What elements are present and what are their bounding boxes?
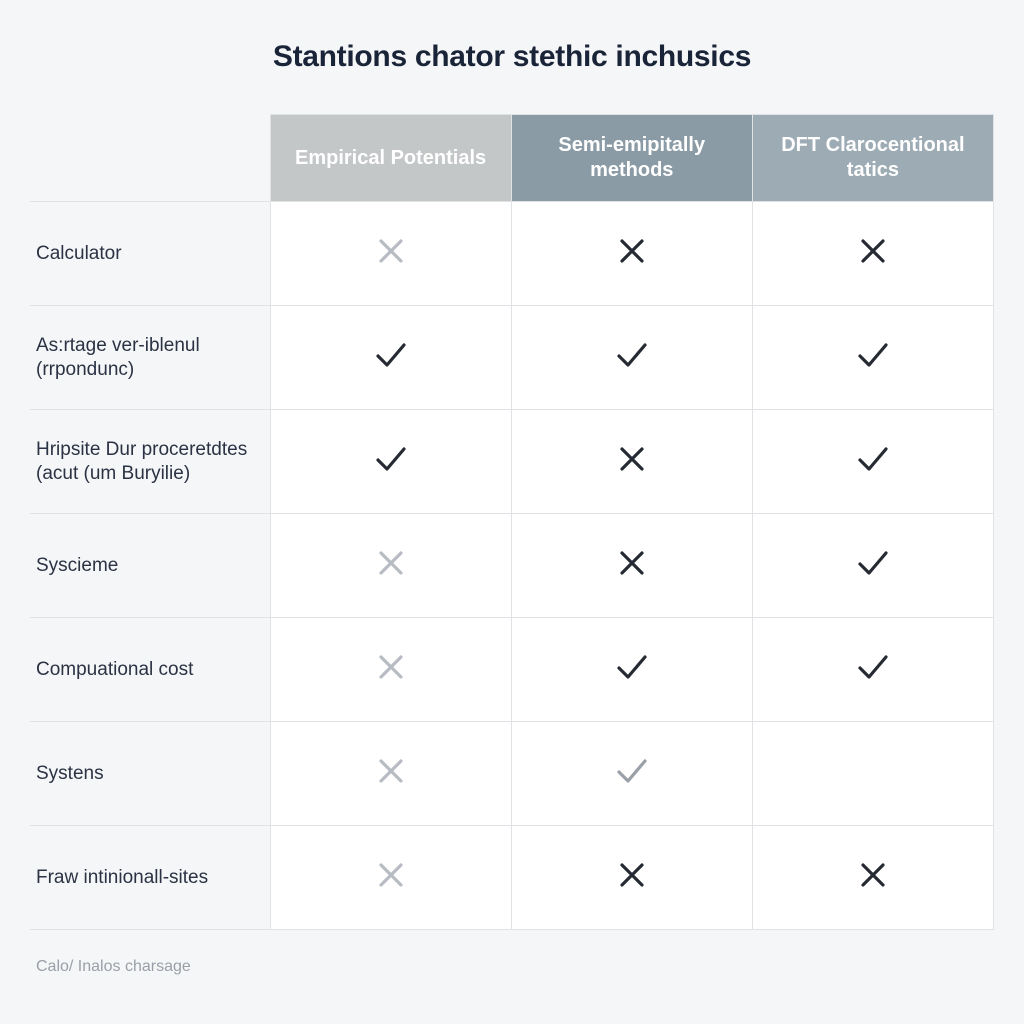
table-cell — [752, 306, 993, 410]
column-header: DFT Clarocentional tatics — [752, 115, 993, 202]
table-cell — [270, 202, 511, 306]
row-label: Hripsite Dur proceretdtes (acut (um Bury… — [30, 410, 270, 514]
check-icon — [615, 650, 649, 684]
table-cell — [270, 618, 511, 722]
comparison-table: Empirical PotentialsSemi-emipitally meth… — [30, 114, 994, 930]
cross-icon — [374, 650, 408, 684]
cross-icon — [615, 442, 649, 476]
table-row: As:rtage ver-iblenul (rrpondunc) — [30, 306, 994, 410]
table-body: CalculatorAs:rtage ver-iblenul (rrpondun… — [30, 202, 994, 930]
cross-icon — [615, 234, 649, 268]
table-row: Syscieme — [30, 514, 994, 618]
column-header: Semi-emipitally methods — [511, 115, 752, 202]
table-cell — [511, 306, 752, 410]
table-cell — [752, 618, 993, 722]
row-label: Syscieme — [30, 514, 270, 618]
row-label: Systens — [30, 722, 270, 826]
check-icon — [856, 442, 890, 476]
table-cell — [752, 202, 993, 306]
page-title: Stantions chator stethic inchusics — [30, 40, 994, 74]
cross-icon — [856, 234, 890, 268]
cross-icon — [856, 858, 890, 892]
table-cell — [270, 306, 511, 410]
table-cell — [270, 410, 511, 514]
table-row: Systens — [30, 722, 994, 826]
row-label: Calculator — [30, 202, 270, 306]
table-cell — [752, 514, 993, 618]
cross-icon — [615, 858, 649, 892]
table-row: Compuational cost — [30, 618, 994, 722]
cross-icon — [374, 858, 408, 892]
table-cell — [752, 826, 993, 930]
row-label: As:rtage ver-iblenul (rrpondunc) — [30, 306, 270, 410]
check-icon — [374, 338, 408, 372]
cross-icon — [374, 234, 408, 268]
table-cell — [752, 410, 993, 514]
table-cell — [511, 722, 752, 826]
check-icon — [615, 338, 649, 372]
table-cell — [270, 514, 511, 618]
table-cell — [270, 826, 511, 930]
cross-icon — [374, 754, 408, 788]
table-cell — [270, 722, 511, 826]
check-icon — [856, 650, 890, 684]
table-cell — [511, 826, 752, 930]
cross-icon — [615, 546, 649, 580]
check-icon — [374, 442, 408, 476]
table-cell — [511, 410, 752, 514]
table-cell — [511, 202, 752, 306]
table-row: Calculator — [30, 202, 994, 306]
table-row: Hripsite Dur proceretdtes (acut (um Bury… — [30, 410, 994, 514]
check-icon — [615, 754, 649, 788]
table-cell — [511, 514, 752, 618]
row-label: Fraw intinionall-sites — [30, 826, 270, 930]
row-label: Compuational cost — [30, 618, 270, 722]
table-row: Fraw intinionall-sites — [30, 826, 994, 930]
cross-icon — [374, 546, 408, 580]
footer-caption: Calo/ Inalos charsage — [30, 958, 994, 976]
header-blank — [30, 115, 270, 202]
check-icon — [856, 546, 890, 580]
table-header-row: Empirical PotentialsSemi-emipitally meth… — [30, 115, 994, 202]
check-icon — [856, 338, 890, 372]
column-header: Empirical Potentials — [270, 115, 511, 202]
table-cell — [511, 618, 752, 722]
table-cell — [752, 722, 993, 826]
